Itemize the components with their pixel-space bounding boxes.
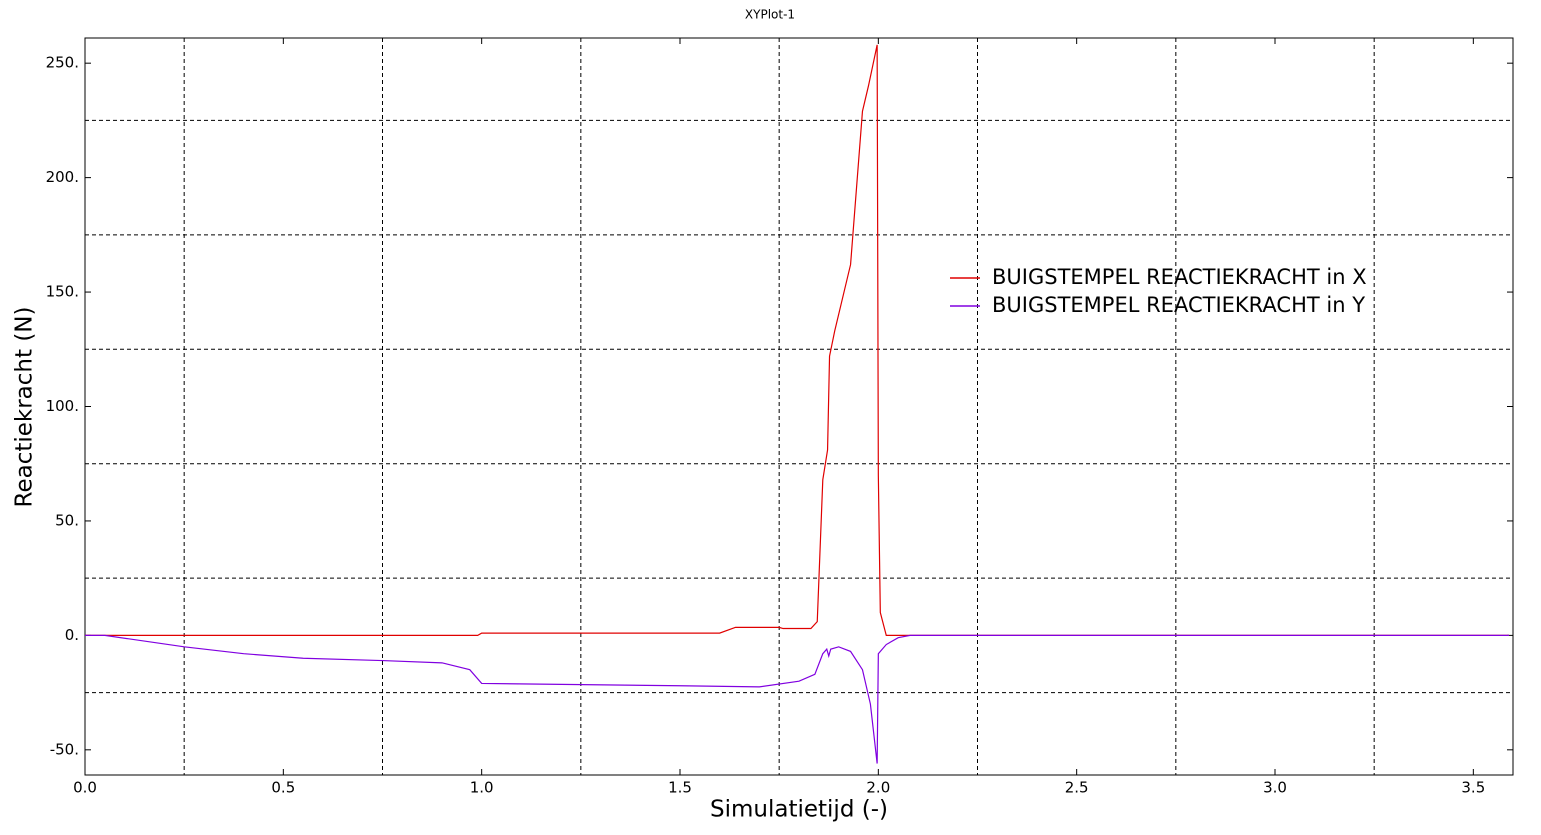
- y-tick-label: 100.: [46, 397, 79, 415]
- x-tick-label: 1.5: [668, 779, 692, 797]
- x-tick-label: 0.0: [73, 779, 97, 797]
- x-tick-label: 0.5: [271, 779, 295, 797]
- data-line: [85, 634, 1510, 764]
- y-tick-label: 0.: [65, 626, 79, 644]
- y-tick-label: 250.: [46, 54, 79, 72]
- y-axis-label: Reactiekracht (N): [12, 307, 38, 508]
- x-tick-label: 2.0: [866, 779, 890, 797]
- plot-frame: [84, 37, 1514, 776]
- x-tick-label: 3.5: [1461, 779, 1485, 797]
- x-tick-label: 1.0: [470, 779, 494, 797]
- y-tick-label: -50.: [50, 740, 79, 758]
- chart-title: XYPlot-1: [745, 8, 795, 22]
- legend-label: BUIGSTEMPEL REACTIEKRACHT in X: [992, 265, 1367, 289]
- legend-label: BUIGSTEMPEL REACTIEKRACHT in Y: [992, 293, 1365, 317]
- data-line: [85, 44, 1510, 636]
- x-axis-label: Simulatietijd (-): [710, 797, 888, 823]
- y-tick-label: 150.: [46, 283, 79, 301]
- x-tick-label: 3.0: [1263, 779, 1287, 797]
- x-tick-label: 2.5: [1065, 779, 1089, 797]
- y-tick-label: 200.: [46, 168, 79, 186]
- y-tick-label: 50.: [55, 511, 79, 529]
